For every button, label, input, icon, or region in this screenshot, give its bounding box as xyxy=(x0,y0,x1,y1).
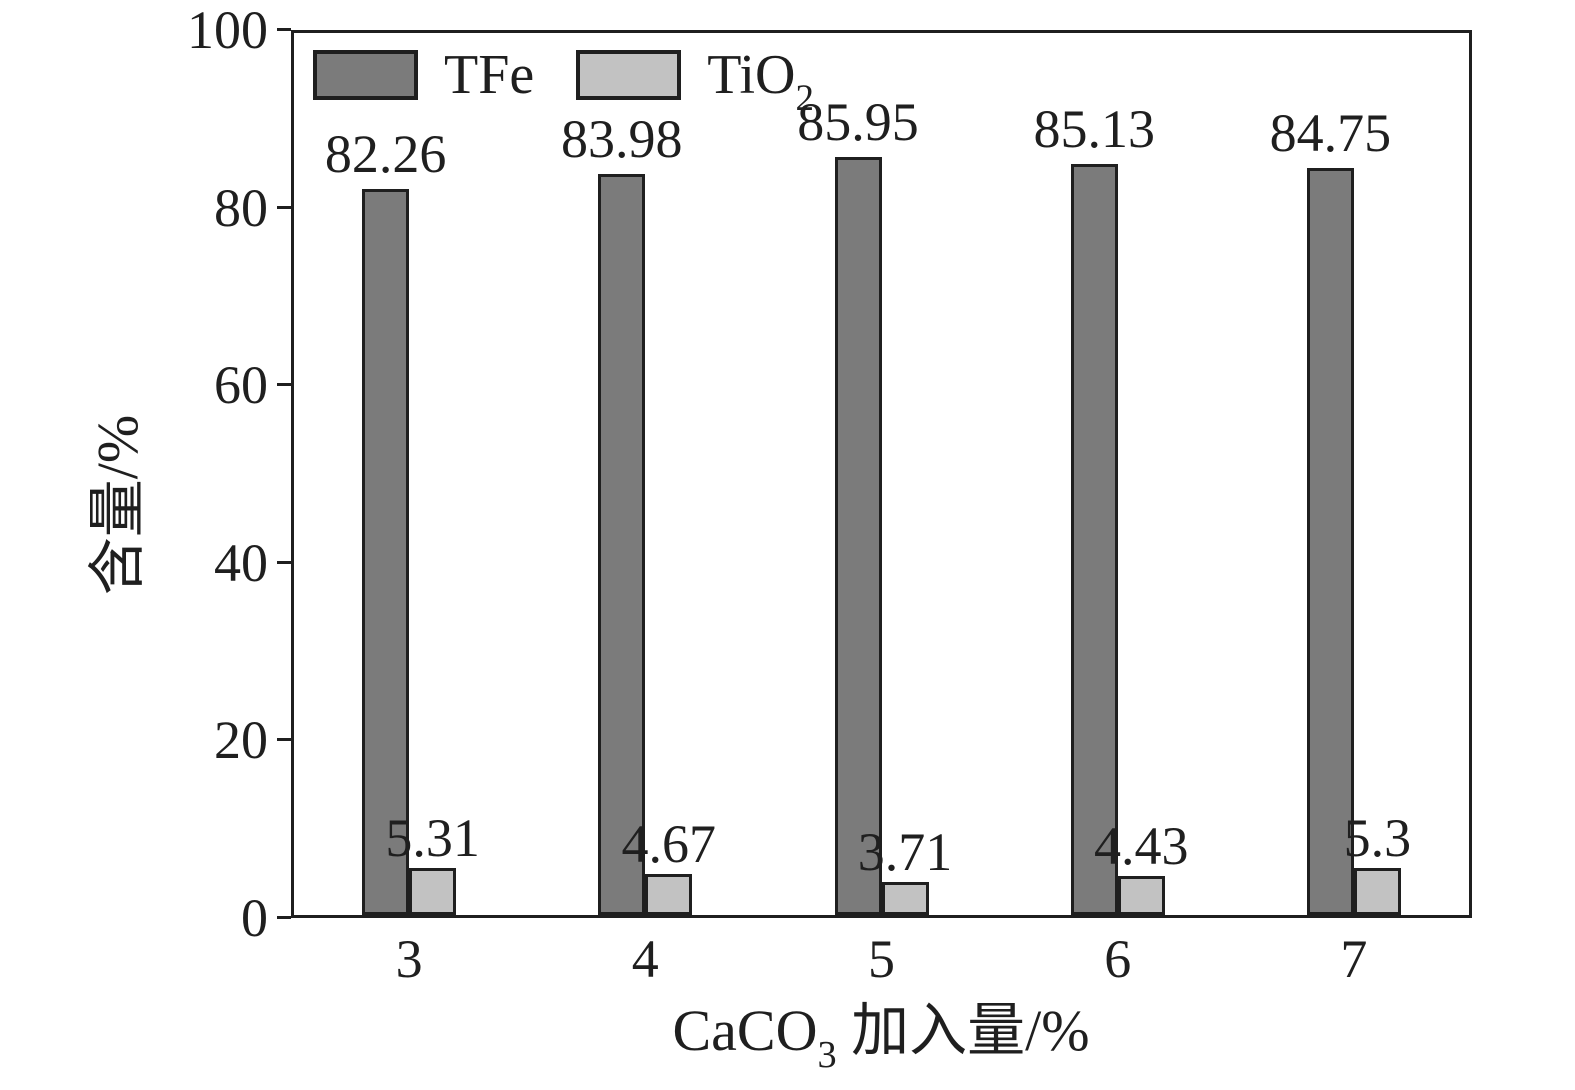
bar-tfe-5 xyxy=(834,156,882,915)
legend-swatch-tfe xyxy=(313,50,418,100)
y-tick-mark-80 xyxy=(277,205,291,209)
legend: TFe TiO2 xyxy=(313,44,814,118)
bar-tfe-6 xyxy=(1070,164,1118,915)
bar-tfe-7 xyxy=(1306,167,1354,915)
value-label-tfe-3: 82.26 xyxy=(324,124,447,185)
y-tick-label-80: 80 xyxy=(214,177,268,238)
x-tick-label-4: 4 xyxy=(631,929,659,989)
bar-tio2-4 xyxy=(645,873,693,915)
y-tick-mark-100 xyxy=(277,28,291,31)
y-tick-label-20: 20 xyxy=(214,710,268,771)
y-tick-label-60: 60 xyxy=(214,355,268,416)
bar-tio2-6 xyxy=(1117,875,1165,915)
y-tick-label-0: 0 xyxy=(241,888,268,948)
x-tick-label-5: 5 xyxy=(868,929,895,989)
value-label-tfe-4: 83.98 xyxy=(561,109,683,170)
value-label-tfe-5: 85.95 xyxy=(797,91,919,152)
value-label-tio2-3: 5.31 xyxy=(385,808,480,869)
bar-tio2-3 xyxy=(409,868,457,915)
value-label-tio2-7: 5.3 xyxy=(1343,808,1412,869)
value-label-tio2-4: 4.67 xyxy=(621,813,717,874)
y-tick-mark-60 xyxy=(277,383,291,387)
value-label-tfe-6: 85.13 xyxy=(1033,99,1155,160)
bar-tio2-7 xyxy=(1353,868,1401,915)
legend-label-tfe: TFe xyxy=(444,44,535,106)
bar-tfe-4 xyxy=(598,174,646,915)
value-label-tfe-7: 84.75 xyxy=(1269,102,1392,163)
y-tick-mark-20 xyxy=(277,738,291,742)
y-tick-label-40: 40 xyxy=(214,532,268,593)
x-tick-label-7: 7 xyxy=(1340,929,1368,989)
x-tick-label-6: 6 xyxy=(1104,929,1132,989)
value-label-tio2-6: 4.43 xyxy=(1093,815,1189,876)
legend-label-tio2: TiO2 xyxy=(707,44,814,118)
x-tick-label-3: 3 xyxy=(395,929,423,989)
x-axis-title: CaCO3 加入量/% xyxy=(672,998,1090,1077)
bar-tfe-3 xyxy=(362,189,410,915)
y-tick-label-100: 100 xyxy=(187,0,268,60)
legend-swatch-tio2 xyxy=(576,50,682,100)
bar-tio2-5 xyxy=(881,882,929,915)
value-label-tio2-5: 3.71 xyxy=(857,822,953,883)
plot-area: TFe TiO2 82.26 5.31 83.98 4.67 85.95 3.71 85.1… xyxy=(291,30,1472,918)
y-tick-mark-0 xyxy=(277,916,291,919)
y-tick-mark-40 xyxy=(277,560,291,564)
